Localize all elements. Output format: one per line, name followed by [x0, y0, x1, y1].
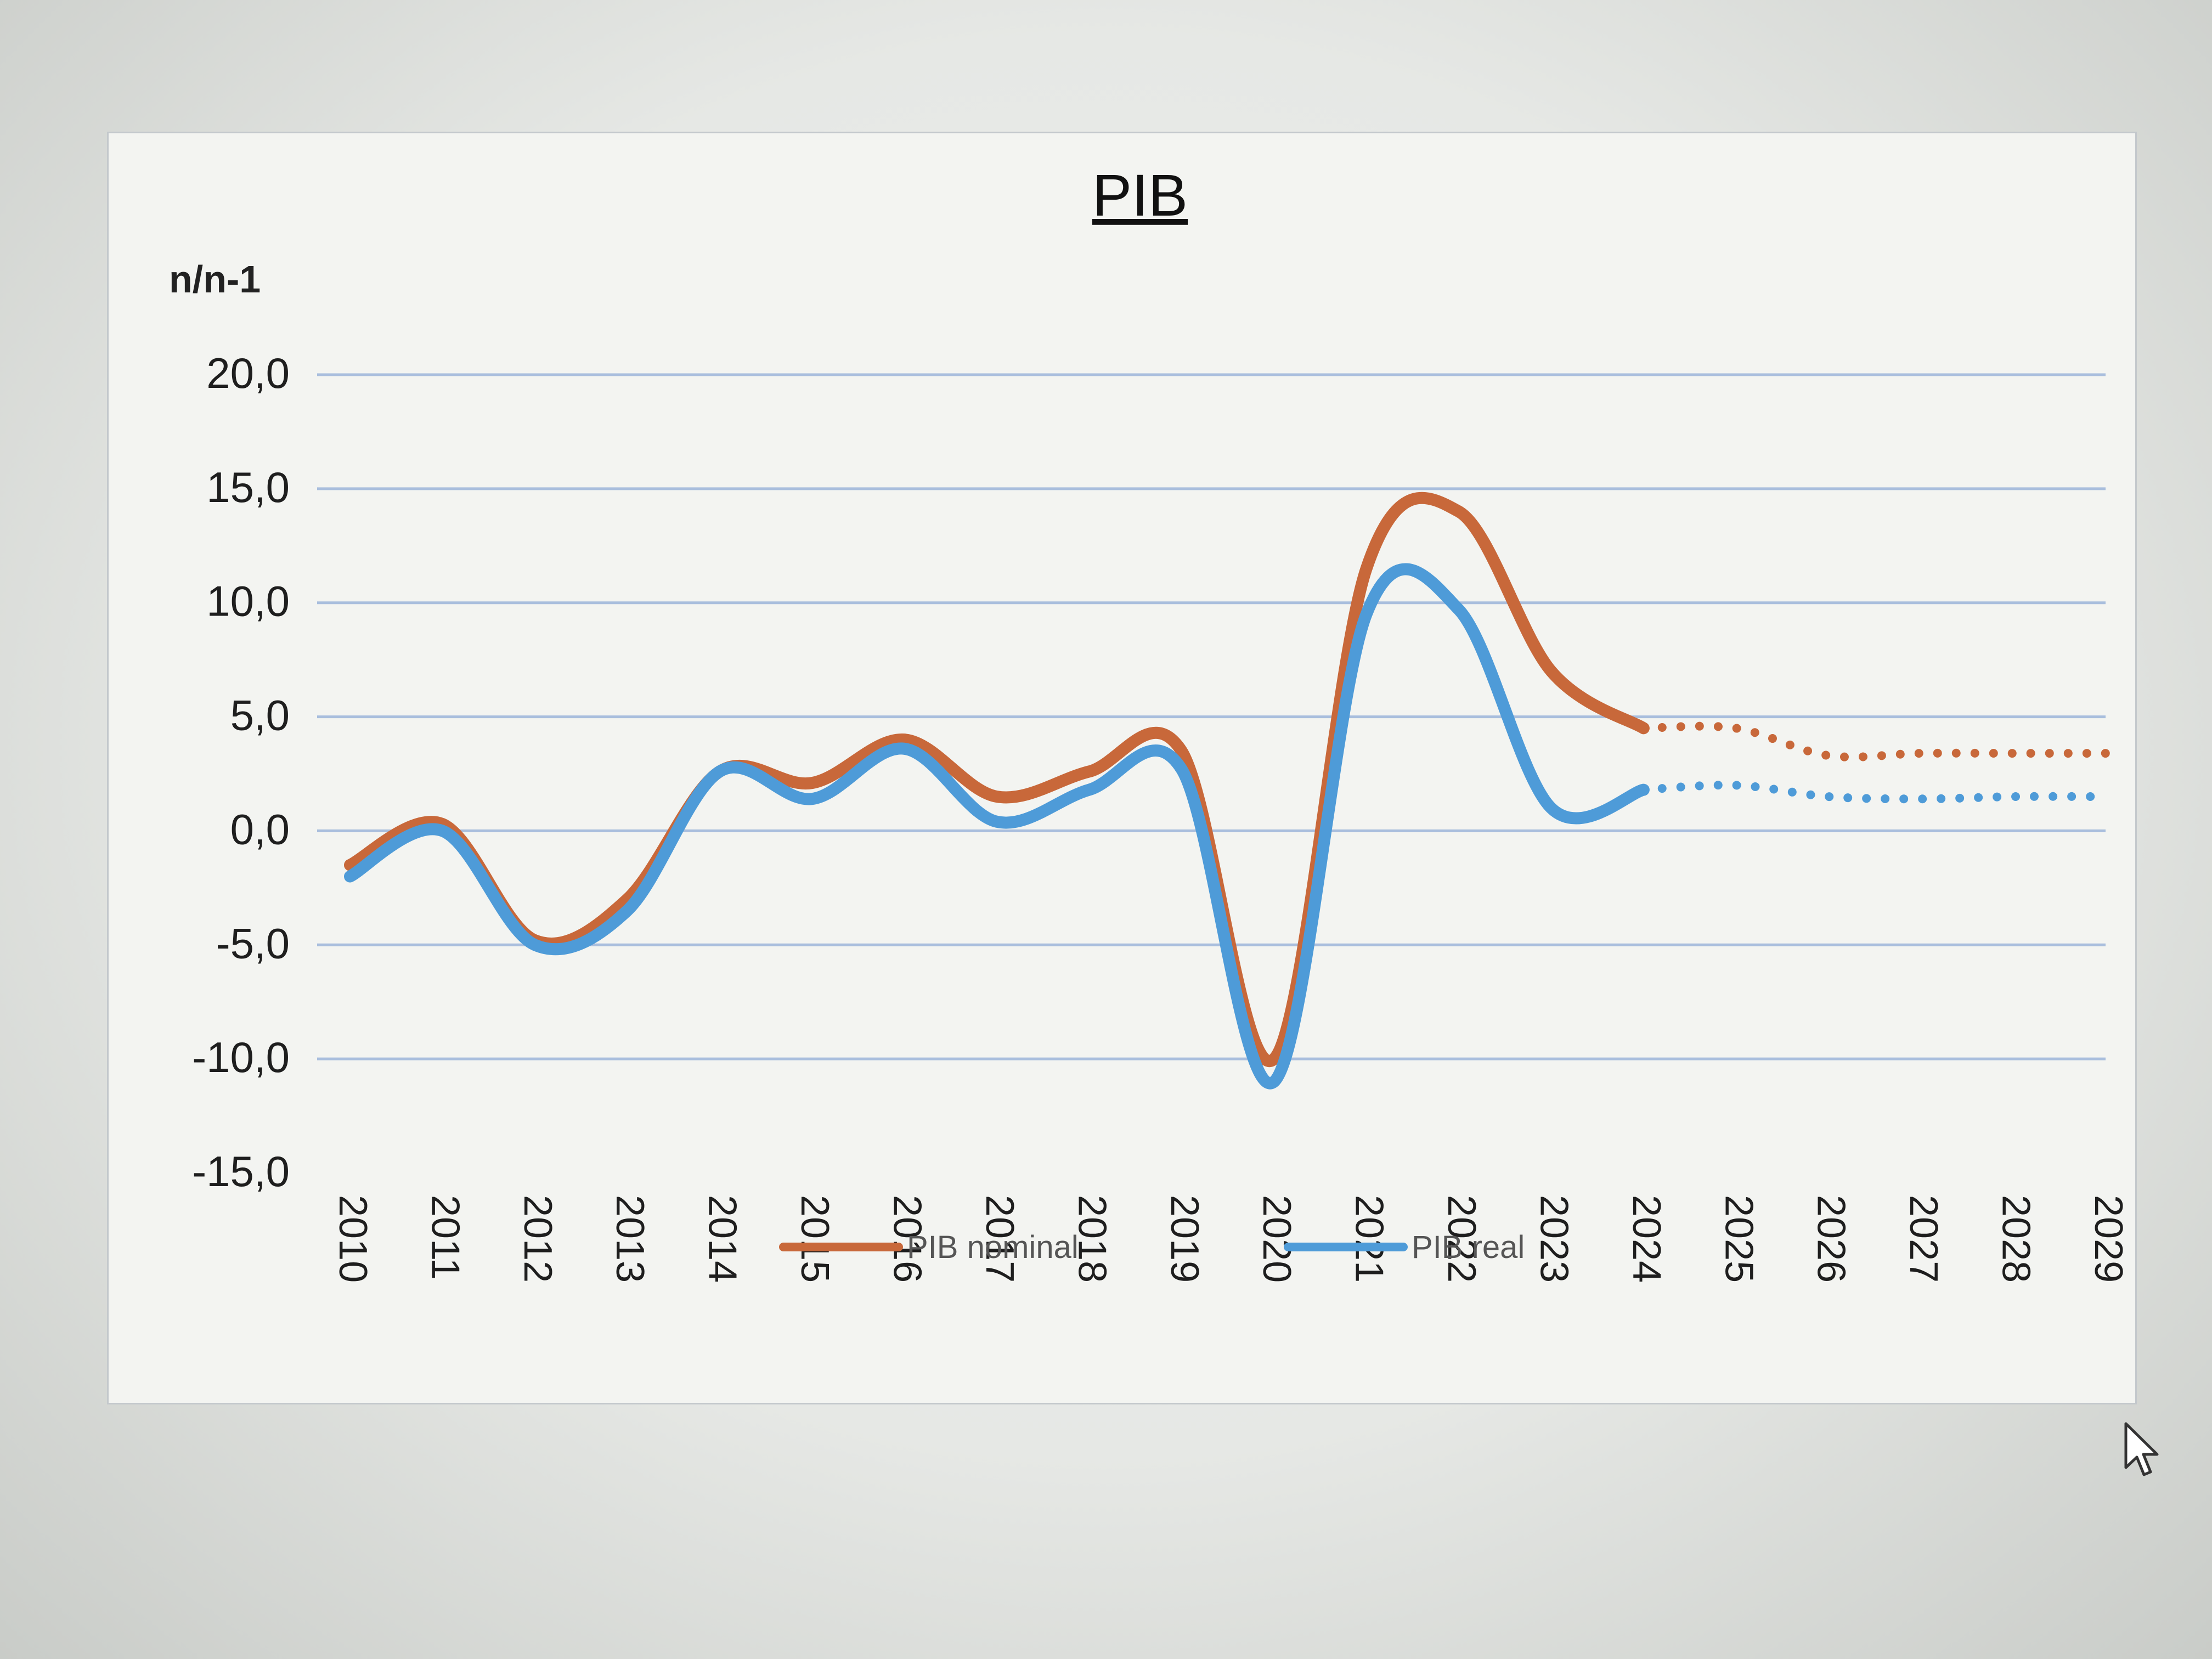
- y-tick-label: -5,0: [216, 919, 290, 967]
- y-tick-label: -15,0: [192, 1147, 290, 1195]
- series-line-solid: [344, 492, 1650, 1067]
- y-tick-label: 0,0: [230, 805, 290, 853]
- x-tick-label: 2029: [2086, 1195, 2130, 1283]
- series-lines: [344, 492, 2110, 1090]
- x-tick-label: 2015: [793, 1195, 837, 1283]
- chart-panel: 20,0 15,0 10,0 5,0 0,0 -5,0 -10,0 -15,0 2010 201…: [107, 132, 2137, 1404]
- x-tick-label: 2018: [1070, 1195, 1114, 1283]
- chart-svg: 20,015,010,05,00,0-5,0-10,0-15,0 2010 201…: [169, 162, 2130, 1283]
- x-tick-label: 2026: [1809, 1195, 1853, 1283]
- legend: PIB nominal PIB real: [779, 1229, 1525, 1265]
- x-tick-label: 2021: [1347, 1195, 1391, 1283]
- x-tick-label: 2024: [1624, 1195, 1668, 1283]
- x-tick-label: 2016: [885, 1195, 929, 1283]
- legend-label: PIB nominal: [907, 1229, 1079, 1265]
- legend-label: PIB real: [1412, 1229, 1525, 1265]
- y-tick-label: 20,0: [206, 349, 290, 397]
- x-tick-label: 2019: [1163, 1195, 1206, 1283]
- x-tick-label: 2020: [1255, 1195, 1299, 1283]
- y-tick-label: 15,0: [206, 463, 290, 511]
- mouse-pointer-icon: [2123, 1421, 2162, 1484]
- gridlines: [317, 373, 2106, 1060]
- series-line-projection: [1639, 721, 2110, 761]
- x-tick-label: 2028: [1994, 1195, 2038, 1283]
- x-tick-labels: 2010 2011 2012 2013 2014 2015 2016 2017 2018 2019…: [331, 1195, 2130, 1283]
- x-tick-label: 2017: [978, 1195, 1022, 1283]
- x-tick-label: 2025: [1717, 1195, 1760, 1283]
- x-tick-label: 2011: [423, 1195, 467, 1280]
- y-axis-label: n/n-1: [169, 258, 261, 301]
- x-tick-label: 2022: [1440, 1195, 1483, 1283]
- x-tick-label: 2010: [331, 1195, 375, 1283]
- series-line-projection: [1639, 780, 2110, 804]
- chart-title: PIB: [1092, 162, 1188, 228]
- x-tick-label: 2023: [1532, 1195, 1576, 1283]
- x-tick-label: 2027: [1901, 1195, 1945, 1283]
- x-tick-label: 2014: [701, 1195, 744, 1283]
- y-tick-label: -10,0: [192, 1033, 290, 1081]
- x-tick-label: 2013: [608, 1195, 652, 1283]
- series-line-solid: [344, 563, 1650, 1090]
- y-tick-labels: 20,0 15,0 10,0 5,0 0,0 -5,0 -10,0 -15,0: [192, 349, 290, 1195]
- y-tick-label: 10,0: [206, 577, 290, 625]
- x-tick-label: 2012: [516, 1195, 560, 1283]
- y-tick-label: 5,0: [230, 691, 290, 740]
